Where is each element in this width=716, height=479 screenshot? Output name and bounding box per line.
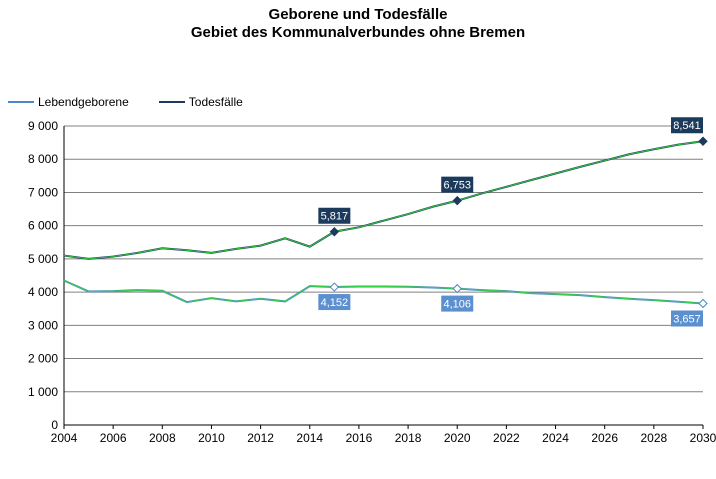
x-tick-label: 2020: [444, 431, 471, 445]
legend-swatch-births: [8, 101, 34, 103]
data-label-bg: [318, 294, 351, 311]
data-point-marker: [452, 195, 462, 206]
data-label: 5,817: [321, 211, 349, 223]
legend-label-deaths: Todesfälle: [188, 95, 243, 109]
legend: Lebendgeborene Todesfälle: [8, 92, 273, 112]
y-tick-label: 3 000: [28, 318, 58, 332]
chart-title-line1: Geborene und Todesfälle: [268, 6, 448, 23]
y-tick-label: 0: [51, 418, 58, 432]
data-label: 4,106: [443, 299, 471, 311]
series-overlay-1: [63, 140, 704, 260]
data-label: 8,541: [673, 120, 701, 132]
data-label: 3,657: [673, 314, 701, 326]
data-point-marker: [698, 136, 708, 146]
x-tick-label: 2014: [296, 431, 323, 445]
x-tick-label: 2006: [100, 431, 127, 445]
data-label: 4,152: [321, 297, 349, 309]
data-label-bg: [441, 176, 474, 193]
y-tick-label: 6 000: [28, 219, 58, 233]
y-tick-label: 7 000: [28, 185, 58, 199]
data-point-marker: [329, 282, 340, 292]
x-tick-label: 2022: [493, 431, 520, 445]
data-point-marker: [698, 298, 708, 309]
x-tick-label: 2012: [247, 431, 274, 445]
data-label-bg: [671, 117, 703, 134]
y-tick-label: 9 000: [28, 119, 58, 133]
data-label-bg: [441, 295, 474, 312]
series-overlay-0: [63, 280, 704, 305]
legend-item-births: Lebendgeborene: [8, 95, 129, 109]
y-tick-label: 5 000: [28, 252, 58, 266]
x-tick-label: 2026: [591, 431, 618, 445]
data-label-bg: [671, 310, 703, 327]
x-tick-label: 2016: [346, 431, 373, 445]
x-tick-label: 2024: [542, 431, 569, 445]
y-tick-label: 1 000: [28, 385, 58, 399]
x-tick-label: 2030: [690, 431, 716, 445]
y-tick-label: 4 000: [28, 285, 58, 299]
data-point-marker: [452, 283, 462, 294]
x-tick-label: 2018: [395, 431, 422, 445]
data-label-bg: [318, 207, 351, 224]
x-tick-label: 2008: [149, 431, 176, 445]
x-tick-label: 2028: [640, 431, 667, 445]
legend-label-births: Lebendgeborene: [38, 95, 129, 109]
data-point-marker: [329, 227, 340, 237]
legend-swatch-deaths: [158, 101, 185, 103]
data-label: 6,753: [443, 180, 471, 192]
y-tick-label: 2 000: [28, 352, 58, 366]
chart-title: Geborene und Todesfälle Gebiet des Kommu…: [0, 6, 716, 42]
y-tick-label: 8 000: [28, 152, 58, 166]
chart-title-line2: Gebiet des Kommunalverbundes ohne Bremen: [190, 24, 526, 41]
x-tick-label: 2004: [51, 431, 78, 445]
legend-item-deaths: Todesfälle: [158, 95, 243, 109]
x-tick-label: 2010: [198, 431, 225, 445]
